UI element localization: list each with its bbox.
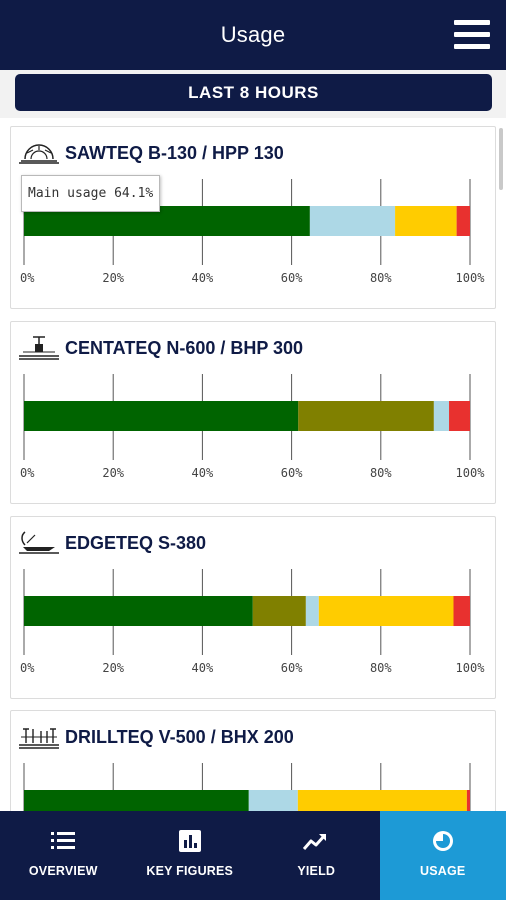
- tick-label: 80%: [370, 271, 392, 285]
- bar-segment-2[interactable]: [305, 596, 319, 626]
- bar-segment-1[interactable]: [298, 401, 434, 431]
- bar-segment-2[interactable]: [395, 206, 457, 236]
- saw-machine-icon: [19, 144, 59, 164]
- tick-label: 100%: [456, 271, 486, 285]
- drill-machine-icon: [19, 728, 59, 749]
- pie-chart-icon: [432, 831, 453, 851]
- tab-yield[interactable]: YIELD: [253, 811, 380, 900]
- time-period-button[interactable]: LAST 8 HOURS: [15, 74, 492, 111]
- usage-list[interactable]: 0% 20% 40% 60% 80% 100% SAWTEQ B-130 / HPP 13…: [0, 118, 506, 811]
- usage-chart: 0%20%40%60%80%100%: [23, 763, 471, 811]
- tab-label: OVERVIEW: [28, 864, 98, 878]
- machine-name: DRILLTEQ V-500 / BHX 200: [65, 727, 294, 747]
- cnc-machine-icon: [19, 336, 59, 360]
- tab-label: YIELD: [297, 864, 336, 878]
- bar-chart-icon: [178, 830, 201, 852]
- tab-usage[interactable]: USAGE: [379, 811, 506, 900]
- time-period-label: LAST 8 HOURS: [188, 82, 319, 102]
- tick-label: 0%: [20, 271, 35, 285]
- machine-card-centateq: 0% 20% 40% 60% 80% 100% CENTATEQ N-600 / BHP …: [10, 321, 496, 504]
- tab-key-figures[interactable]: KEY FIGURES: [127, 811, 254, 900]
- bar-segment-1[interactable]: [309, 206, 396, 236]
- tick-label: 100%: [456, 661, 486, 675]
- bar-segment-0[interactable]: [24, 790, 249, 811]
- bar-segment-3[interactable]: [456, 206, 470, 236]
- tick-label: 40%: [192, 466, 214, 480]
- tick-label: 20%: [102, 661, 124, 675]
- list-icon: [51, 832, 76, 849]
- machine-name: SAWTEQ B-130 / HPP 130: [65, 143, 284, 163]
- tick-label: 60%: [281, 661, 303, 675]
- tick-label: 40%: [192, 661, 214, 675]
- machine-card-edgeteq: 0% 20% 40% 60% 80% 100% EDGETEQ S-380: [10, 516, 496, 699]
- tick-label: 80%: [370, 661, 392, 675]
- bar-segment-1[interactable]: [248, 790, 298, 811]
- machine-name: EDGETEQ S-380: [65, 533, 207, 553]
- tick-label: 20%: [102, 271, 124, 285]
- machine-card-drillteq: 0%20%40%60%80%100% DRILLTEQ V-500 / BHX …: [10, 710, 496, 811]
- tab-label: USAGE: [420, 864, 466, 878]
- bar-segment-0[interactable]: [24, 596, 253, 626]
- tick-label: 100%: [456, 466, 486, 480]
- bar-segment-1[interactable]: [252, 596, 306, 626]
- tick-label: 20%: [102, 466, 124, 480]
- tab-label: KEY FIGURES: [146, 864, 234, 878]
- bar-segment-2[interactable]: [433, 401, 450, 431]
- tick-label: 40%: [192, 271, 214, 285]
- tick-label: 0%: [20, 661, 35, 675]
- app-header: Usage: [0, 0, 506, 70]
- chart-tooltip: Main usage 64.1%: [21, 175, 161, 212]
- edgebander-machine-icon: [19, 531, 59, 554]
- machine-name: CENTATEQ N-600 / BHP 300: [65, 338, 304, 358]
- tick-label: 60%: [281, 466, 303, 480]
- usage-chart: 0% 20% 40% 60% 80% 100%: [20, 569, 486, 675]
- tab-overview[interactable]: OVERVIEW: [0, 811, 127, 900]
- usage-chart: 0% 20% 40% 60% 80% 100%: [20, 374, 486, 480]
- tick-label: 0%: [20, 466, 35, 480]
- bar-segment-4[interactable]: [453, 596, 470, 626]
- page-title: Usage: [220, 22, 286, 47]
- bottom-tab-bar: OVERVIEW KEY FIGURES YIELD USAGE: [0, 811, 506, 900]
- bar-segment-2[interactable]: [297, 790, 467, 811]
- hamburger-menu-icon[interactable]: [454, 18, 490, 52]
- machine-card-sawteq: 0% 20% 40% 60% 80% 100% SAWTEQ B-130 / HPP 13…: [10, 126, 496, 309]
- bar-segment-3[interactable]: [318, 596, 454, 626]
- bar-segment-3[interactable]: [449, 401, 470, 431]
- trend-line-icon: [303, 833, 327, 850]
- tick-label: 60%: [281, 271, 303, 285]
- tick-label: 80%: [370, 466, 392, 480]
- scrollbar[interactable]: [499, 128, 503, 190]
- bar-segment-3[interactable]: [466, 790, 470, 811]
- bar-segment-0[interactable]: [24, 401, 299, 431]
